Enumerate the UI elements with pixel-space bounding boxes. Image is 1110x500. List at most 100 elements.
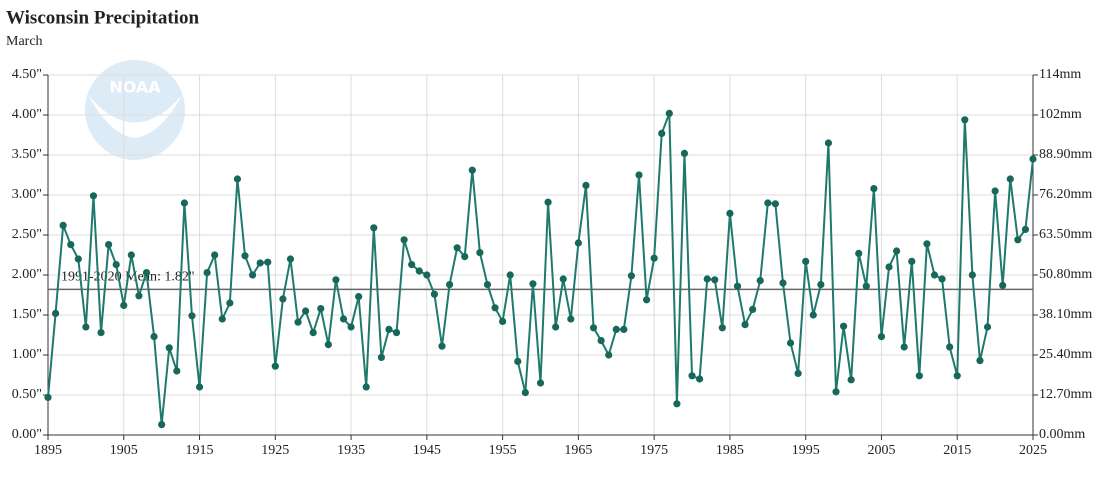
x-tick-label: 2025: [1019, 443, 1047, 458]
data-point: [953, 372, 961, 380]
data-point: [589, 324, 598, 332]
data-point: [362, 383, 370, 391]
data-point: [445, 281, 454, 289]
x-tick-label: 1945: [413, 443, 441, 458]
data-point: [877, 333, 886, 341]
y-tick-label: 1.50": [12, 307, 42, 322]
data-point: [696, 375, 704, 383]
data-point: [582, 181, 590, 189]
data-point: [453, 244, 461, 252]
y2-tick-label: 63.50mm: [1039, 227, 1092, 242]
data-point: [946, 343, 954, 351]
data-point: [786, 339, 795, 347]
data-point: [67, 241, 75, 249]
data-point: [976, 357, 984, 365]
data-point: [1014, 236, 1022, 244]
data-point: [597, 337, 605, 345]
data-point: [779, 279, 787, 287]
y-tick-label: 3.00": [12, 187, 42, 202]
data-point: [218, 315, 226, 323]
data-point: [900, 343, 908, 351]
data-point: [862, 282, 870, 290]
data-point: [468, 166, 476, 174]
y2-tick-label: 12.70mm: [1039, 387, 1092, 402]
y2-tick-label: 102mm: [1039, 107, 1082, 122]
x-tick-label: 2015: [943, 443, 971, 458]
data-point: [233, 175, 242, 183]
data-point: [824, 139, 833, 147]
data-point: [461, 253, 469, 261]
data-point: [392, 329, 401, 337]
data-point: [423, 271, 431, 279]
data-point: [635, 171, 643, 179]
data-point: [680, 149, 689, 157]
data-point: [82, 323, 90, 331]
data-point: [370, 224, 378, 232]
data-point: [749, 305, 757, 313]
data-point: [332, 276, 340, 284]
data-point: [529, 280, 537, 288]
data-point: [552, 323, 560, 331]
y2-tick-label: 25.40mm: [1039, 347, 1092, 362]
data-point: [559, 275, 567, 283]
data-point: [642, 296, 651, 304]
data-point: [991, 187, 999, 195]
logo-bird: [88, 95, 182, 138]
y-tick-label: 2.00": [12, 267, 42, 282]
y2-tick-label: 38.10mm: [1039, 307, 1092, 322]
data-point: [711, 276, 719, 284]
data-point: [438, 342, 446, 350]
data-point: [271, 362, 279, 370]
data-point: [211, 251, 219, 259]
data-point: [188, 312, 196, 320]
data-point: [112, 261, 120, 269]
data-point: [317, 305, 325, 313]
x-tick-label: 2005: [867, 443, 895, 458]
y-tick-label: 3.50": [12, 147, 42, 162]
data-point: [89, 192, 98, 200]
data-point: [226, 299, 234, 307]
data-point: [718, 324, 726, 332]
data-point: [802, 257, 810, 265]
data-point: [650, 254, 658, 262]
data-point: [264, 258, 272, 266]
data-point: [74, 255, 82, 263]
x-tick-label: 1915: [186, 443, 214, 458]
data-point: [794, 369, 802, 377]
data-point: [135, 292, 143, 300]
x-tick-label: 1935: [337, 443, 365, 458]
logo-circle: [85, 60, 185, 160]
y-tick-label: 2.50": [12, 227, 42, 242]
data-point: [771, 200, 779, 208]
data-point: [855, 249, 863, 257]
data-point: [150, 333, 158, 341]
data-point: [938, 275, 946, 283]
data-point: [726, 209, 734, 217]
y-tick-label: 0.00": [12, 427, 42, 442]
data-point: [968, 271, 976, 279]
logo-text: NOAA: [109, 78, 161, 97]
data-point: [999, 281, 1007, 289]
data-point: [574, 239, 582, 247]
y-tick-label: 1.00": [12, 347, 42, 362]
data-point: [97, 329, 105, 337]
data-point: [203, 269, 211, 277]
data-point: [408, 261, 416, 269]
data-point: [430, 290, 439, 298]
x-tick-label: 1925: [261, 443, 289, 458]
x-tick-label: 1975: [640, 443, 668, 458]
data-point: [923, 240, 931, 248]
data-point: [605, 351, 613, 359]
x-tick-label: 1905: [110, 443, 138, 458]
data-point: [915, 372, 923, 380]
data-point: [544, 198, 552, 206]
y2-tick-label: 88.90mm: [1039, 147, 1092, 162]
data-point: [1029, 155, 1037, 163]
data-point: [302, 307, 310, 315]
data-point: [355, 293, 363, 301]
data-point: [567, 315, 575, 323]
y2-tick-label: 50.80mm: [1039, 267, 1092, 282]
data-point: [324, 341, 332, 349]
